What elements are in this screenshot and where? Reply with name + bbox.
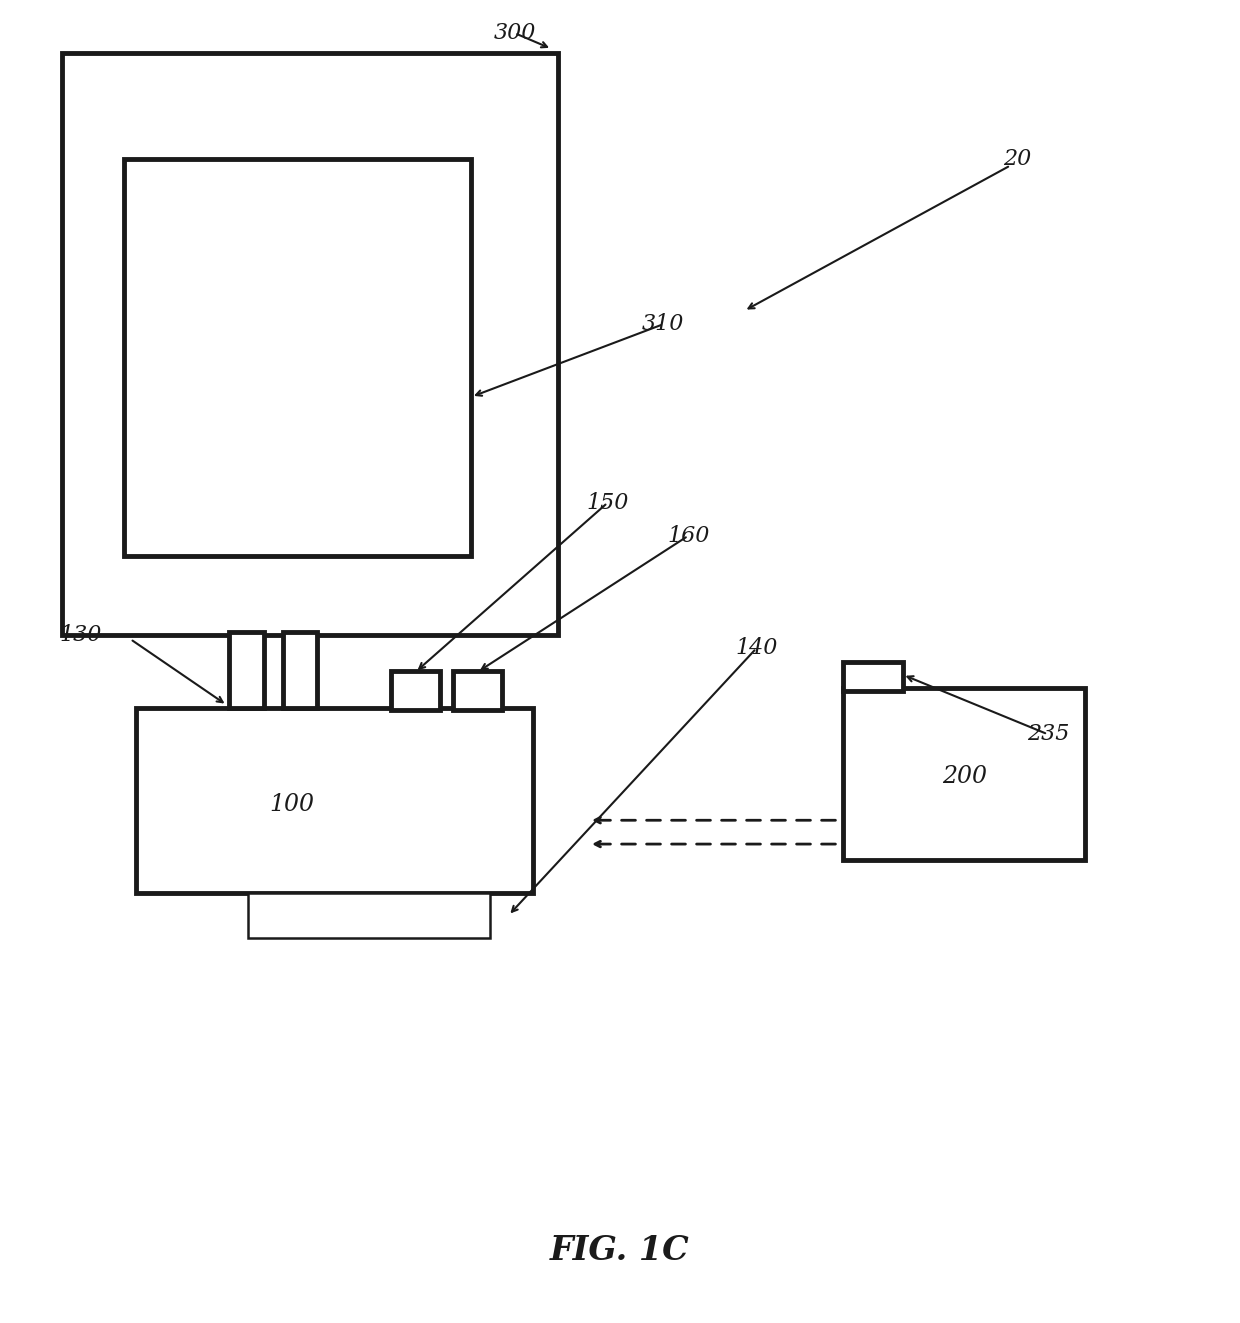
Bar — [843, 688, 1085, 860]
Text: 235: 235 — [1027, 724, 1069, 745]
Bar — [62, 53, 558, 635]
Text: 200: 200 — [942, 765, 987, 789]
Text: 100: 100 — [269, 792, 314, 816]
Text: 300: 300 — [494, 22, 536, 44]
Bar — [124, 159, 471, 556]
Text: FIG. 1C: FIG. 1C — [551, 1234, 689, 1266]
Text: 140: 140 — [735, 638, 777, 659]
Bar — [283, 632, 317, 708]
Text: 310: 310 — [642, 314, 684, 335]
Bar — [229, 632, 264, 708]
Bar — [136, 708, 533, 893]
Text: 20: 20 — [1003, 148, 1030, 169]
Bar — [453, 671, 502, 710]
Bar — [843, 662, 903, 691]
Bar — [248, 893, 490, 938]
Text: 130: 130 — [60, 624, 102, 646]
Text: 160: 160 — [667, 525, 709, 546]
Text: 150: 150 — [587, 492, 629, 513]
Bar — [391, 671, 440, 710]
